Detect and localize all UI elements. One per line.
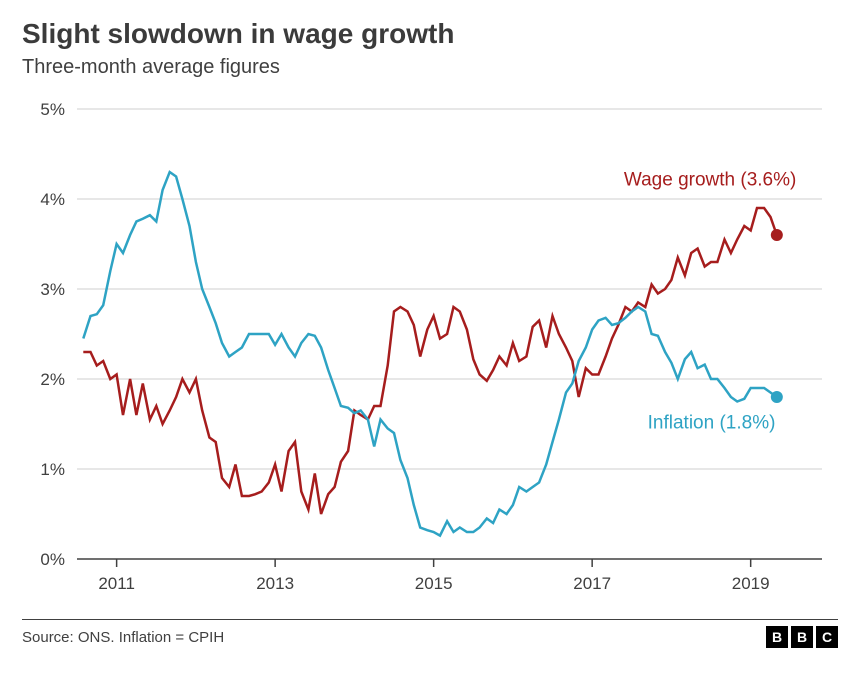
end-marker-Wage growth xyxy=(771,229,783,241)
chart-footer: Source: ONS. Inflation = CPIH B B C xyxy=(22,620,838,648)
svg-text:5%: 5% xyxy=(40,100,65,119)
line-chart-svg: 0% 1% 2% 3% 4% 5% 2011 2013 2015 2017 2019 Wage gro… xyxy=(22,89,838,609)
bbc-logo: B B C xyxy=(766,626,838,648)
series-Inflation xyxy=(83,172,777,536)
svg-text:2017: 2017 xyxy=(573,574,611,593)
bbc-logo-letter: B xyxy=(766,626,788,648)
svg-text:2019: 2019 xyxy=(732,574,770,593)
svg-text:1%: 1% xyxy=(40,460,65,479)
source-text: Source: ONS. Inflation = CPIH xyxy=(22,629,224,646)
svg-text:0%: 0% xyxy=(40,550,65,569)
svg-text:2011: 2011 xyxy=(98,574,135,593)
svg-text:3%: 3% xyxy=(40,280,65,299)
svg-text:2015: 2015 xyxy=(415,574,453,593)
bbc-logo-letter: B xyxy=(791,626,813,648)
chart-title: Slight slowdown in wage growth xyxy=(22,18,838,50)
bbc-logo-letter: C xyxy=(816,626,838,648)
chart-subtitle: Three-month average figures xyxy=(22,56,838,79)
series-Wage growth xyxy=(83,208,777,514)
series-label-Wage growth: Wage growth (3.6%) xyxy=(624,170,796,191)
svg-text:2013: 2013 xyxy=(256,574,294,593)
svg-text:4%: 4% xyxy=(40,190,65,209)
svg-text:2%: 2% xyxy=(40,370,65,389)
end-marker-Inflation xyxy=(771,391,783,403)
chart-container: Slight slowdown in wage growth Three-mon… xyxy=(0,0,860,690)
chart-plot-area: 0% 1% 2% 3% 4% 5% 2011 2013 2015 2017 2019 Wage gro… xyxy=(22,89,838,609)
series-label-Inflation: Inflation (1.8%) xyxy=(648,413,776,434)
